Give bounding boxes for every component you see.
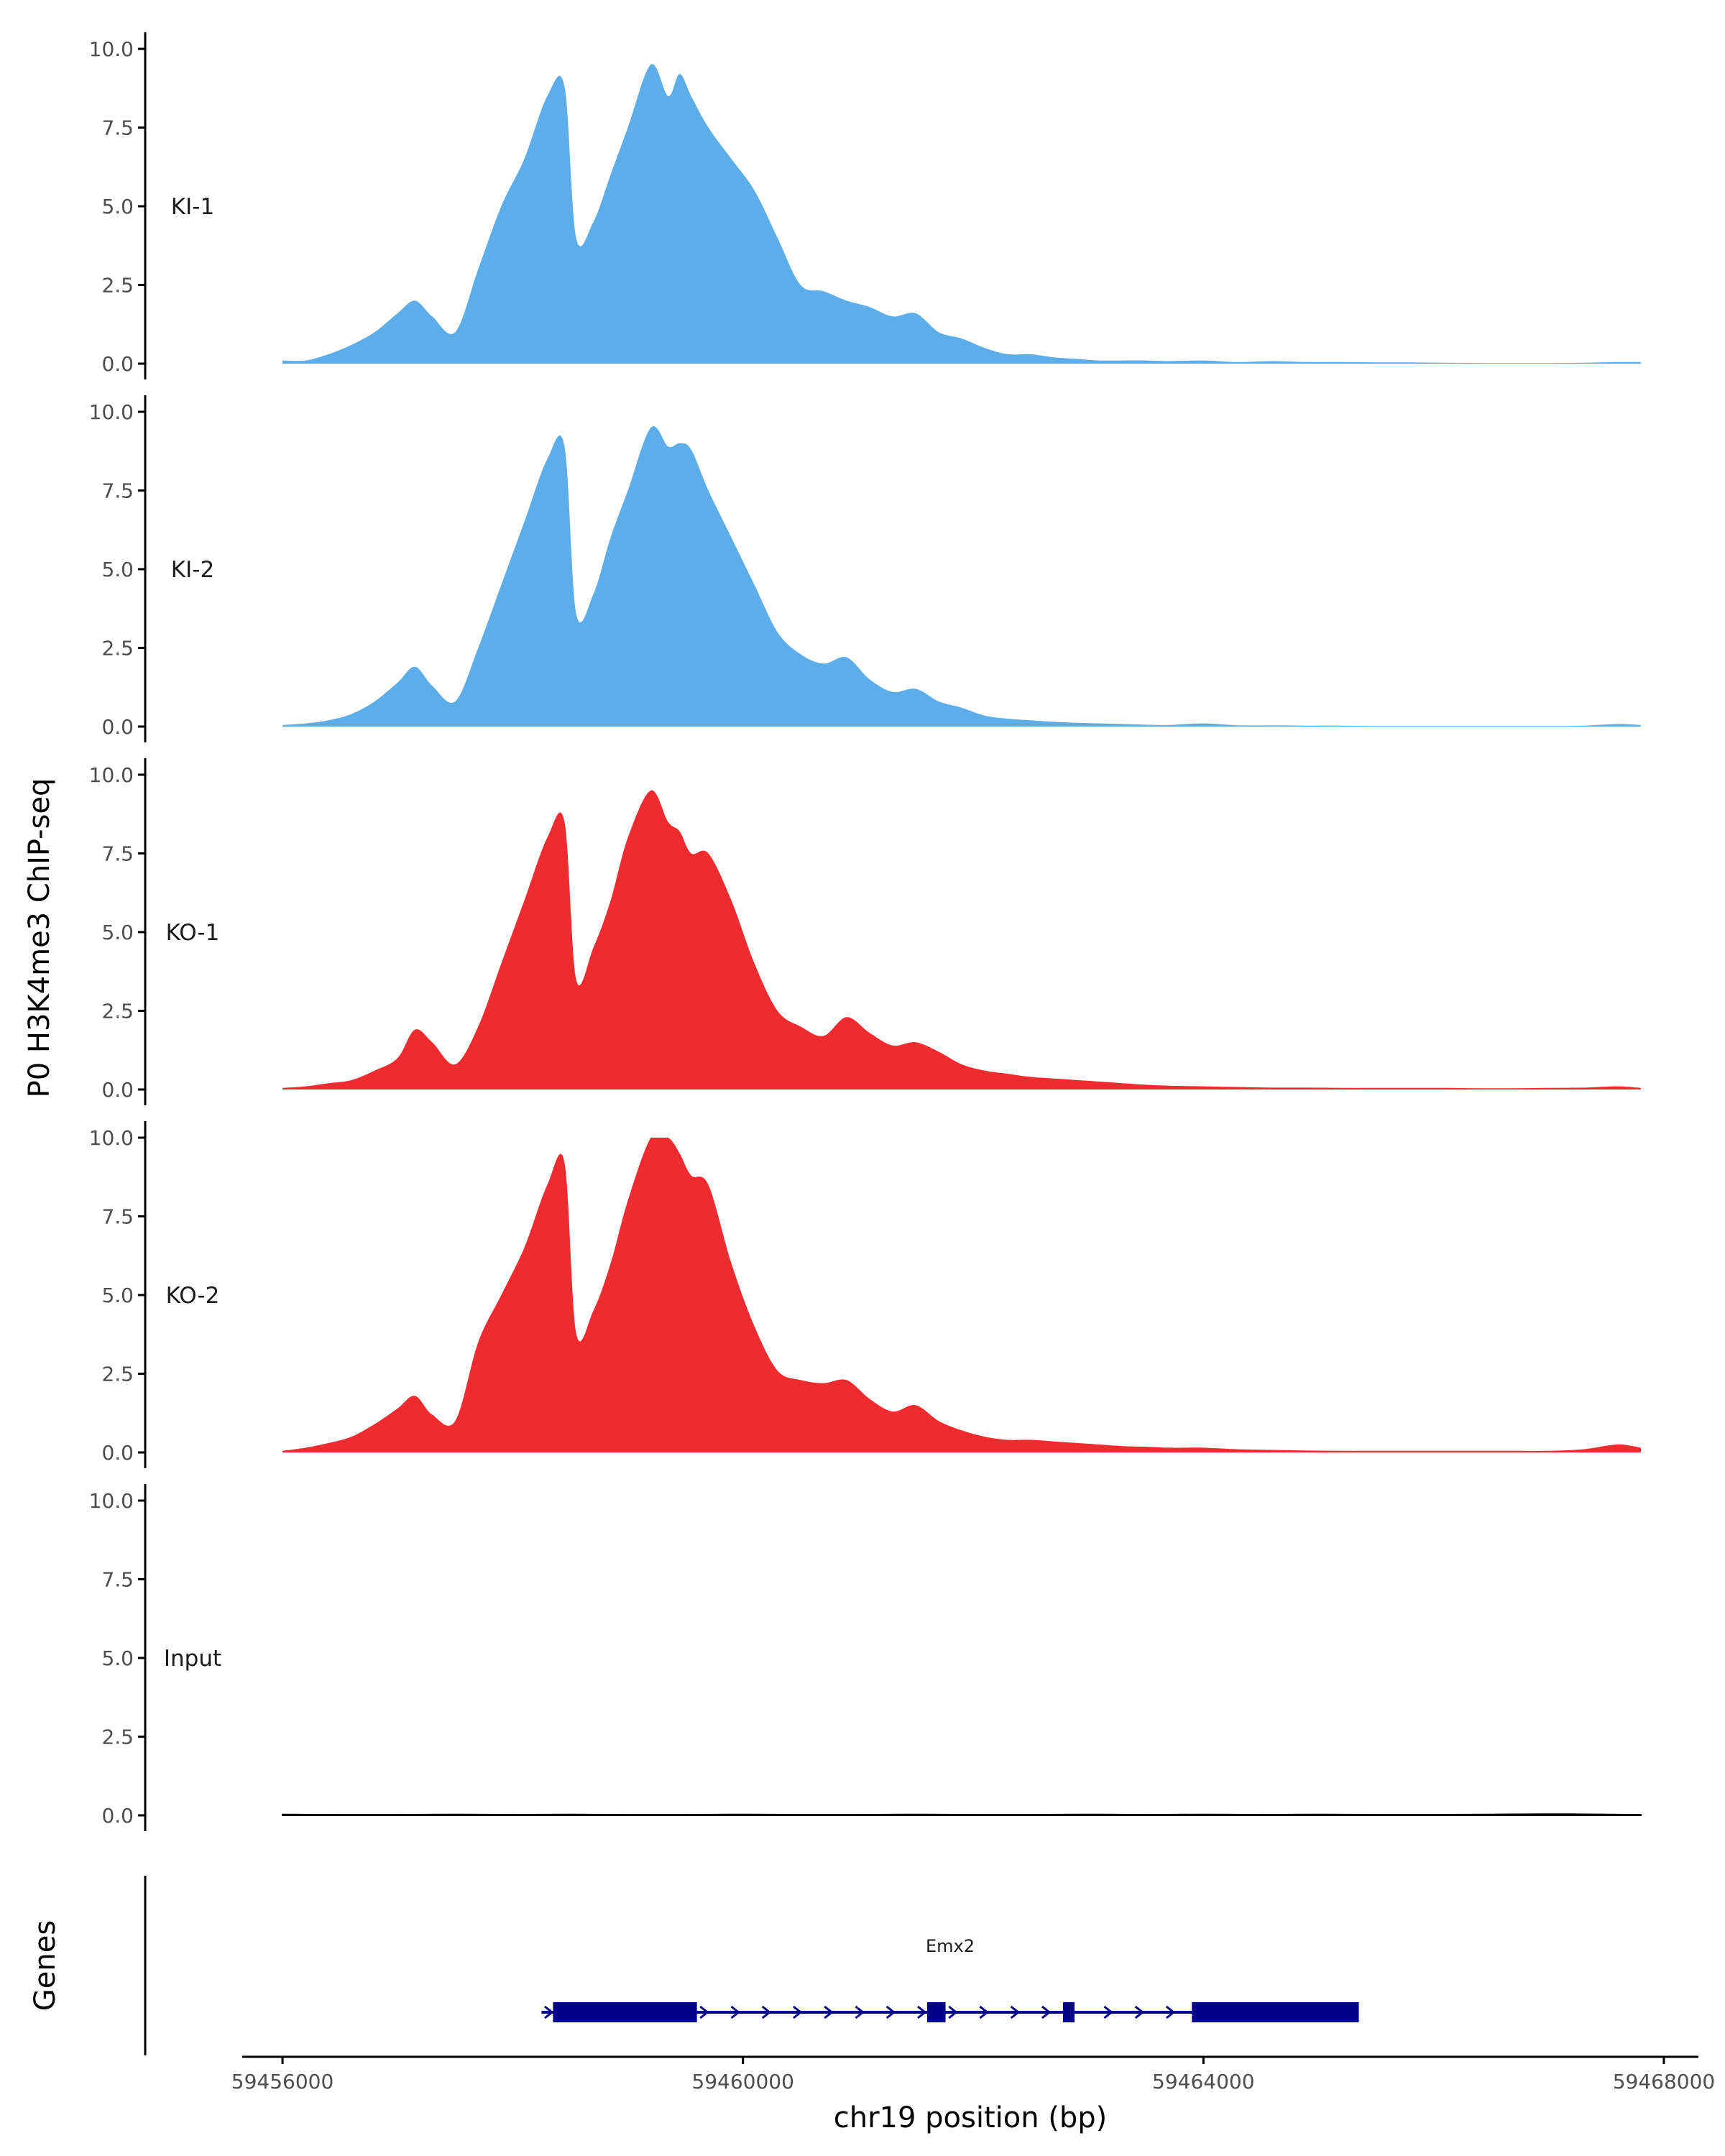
strand-arrow bbox=[855, 2005, 865, 2019]
strand-arrow bbox=[916, 2005, 927, 2019]
y-tick-label: 7.5 bbox=[101, 479, 134, 503]
y-tick-label: 5.0 bbox=[101, 1284, 134, 1307]
gene-name-label: Emx2 bbox=[926, 1936, 975, 1956]
signal-area-ki-2 bbox=[282, 425, 1641, 727]
track-ko-1: 0.0 2.5 5.0 7.5 10.0 KO-1 bbox=[89, 758, 1641, 1105]
x-tick-label: 59468000 bbox=[1613, 2070, 1716, 2093]
gene-emx2: Emx2 bbox=[541, 1936, 1359, 2022]
track-input: 0.0 2.5 5.0 7.5 10.0 Input bbox=[89, 1484, 1642, 1831]
y-tick-label: 2.5 bbox=[101, 1726, 134, 1749]
track-label: KI-1 bbox=[171, 194, 214, 220]
gene-exon bbox=[1062, 2002, 1075, 2022]
strand-arrow bbox=[544, 2005, 554, 2019]
gene-track: Genes Emx2 bbox=[29, 1876, 1359, 2055]
strand-arrow bbox=[1010, 2005, 1021, 2019]
y-tick-label: 10.0 bbox=[89, 400, 134, 424]
track-ki-2: 0.0 2.5 5.0 7.5 10.0 KI-2 bbox=[89, 395, 1641, 742]
strand-arrow bbox=[793, 2005, 803, 2019]
x-axis: 59456000 59460000 59464000 59468000 bbox=[231, 2055, 1716, 2093]
strand-arrow bbox=[1134, 2005, 1145, 2019]
strand-arrow bbox=[979, 2005, 989, 2019]
strand-arrow bbox=[761, 2005, 772, 2019]
y-tick-label: 10.0 bbox=[89, 1126, 134, 1150]
gene-exon bbox=[553, 2002, 697, 2022]
track-label: KI-2 bbox=[171, 557, 214, 583]
y-tick-label: 2.5 bbox=[101, 1363, 134, 1386]
x-axis-title: chr19 position (bp) bbox=[834, 2101, 1108, 2134]
y-tick-label: 7.5 bbox=[101, 116, 134, 140]
track-ko-2: 0.0 2.5 5.0 7.5 10.0 KO-2 bbox=[89, 1121, 1641, 1468]
strand-arrow bbox=[699, 2005, 709, 2019]
y-tick-label: 0.0 bbox=[101, 715, 134, 739]
track-ki-1: 0.0 2.5 5.0 7.5 10.0 KI-1 bbox=[89, 32, 1641, 379]
strand-arrow bbox=[1165, 2005, 1176, 2019]
y-tick-label: 5.0 bbox=[101, 921, 134, 944]
track-label: Input bbox=[164, 1646, 221, 1672]
strand-arrow bbox=[730, 2005, 740, 2019]
y-tick-label: 7.5 bbox=[101, 1568, 134, 1592]
x-tick-label: 59456000 bbox=[231, 2070, 334, 2093]
y-tick-label: 0.0 bbox=[101, 352, 134, 376]
strand-arrow bbox=[824, 2005, 834, 2019]
y-tick-label: 0.0 bbox=[101, 1804, 134, 1828]
signal-area-ki-1 bbox=[282, 64, 1641, 364]
strand-arrow bbox=[886, 2005, 896, 2019]
signal-tracks: 0.0 2.5 5.0 7.5 10.0 KI-1 0.0 2.5 5.0 7.5 10.0 KI-2… bbox=[89, 32, 1642, 1831]
gene-exon bbox=[926, 2002, 946, 2022]
y-tick-label: 2.5 bbox=[101, 274, 134, 298]
y-tick-label: 5.0 bbox=[101, 195, 134, 218]
strand-arrow bbox=[1103, 2005, 1113, 2019]
signal-area-ko-1 bbox=[282, 790, 1641, 1089]
y-tick-label: 7.5 bbox=[101, 842, 134, 866]
gene-exon bbox=[1192, 2002, 1359, 2022]
strand-arrow bbox=[1041, 2005, 1052, 2019]
y-tick-label: 7.5 bbox=[101, 1205, 134, 1229]
signal-area-ko-2 bbox=[282, 1138, 1641, 1452]
y-tick-label: 10.0 bbox=[89, 763, 134, 787]
y-tick-label: 2.5 bbox=[101, 1000, 134, 1023]
track-label: KO-1 bbox=[166, 920, 220, 946]
track-label: KO-2 bbox=[166, 1283, 220, 1309]
y-tick-label: 5.0 bbox=[101, 558, 134, 581]
x-tick-label: 59464000 bbox=[1152, 2070, 1255, 2093]
signal-area-input bbox=[282, 1813, 1642, 1816]
gene-track-title: Genes bbox=[29, 1920, 62, 2011]
strand-arrow bbox=[948, 2005, 958, 2019]
y-tick-label: 2.5 bbox=[101, 637, 134, 660]
x-tick-label: 59460000 bbox=[691, 2070, 794, 2093]
y-tick-label: 0.0 bbox=[101, 1441, 134, 1465]
y-tick-label: 5.0 bbox=[101, 1646, 134, 1670]
y-tick-label: 10.0 bbox=[89, 1489, 134, 1513]
y-tick-label: 0.0 bbox=[101, 1078, 134, 1102]
y-axis-title: P0 H3K4me3 ChIP-seq bbox=[23, 778, 56, 1098]
y-tick-label: 10.0 bbox=[89, 37, 134, 61]
